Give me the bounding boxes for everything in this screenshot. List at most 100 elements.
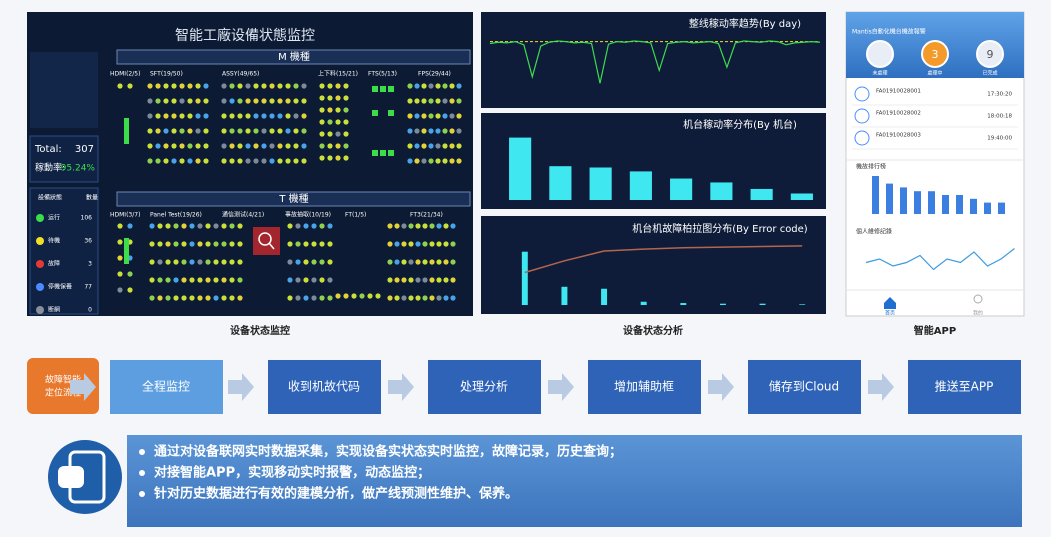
- tab-count[interactable]: 9: [987, 48, 994, 61]
- status-dot: [414, 128, 420, 134]
- status-dot: [319, 295, 325, 301]
- status-dot: [319, 143, 325, 149]
- status-dot: [428, 128, 434, 134]
- legend-label: 待機: [48, 237, 60, 245]
- status-dot: [179, 128, 185, 134]
- status-bar: [124, 118, 129, 144]
- tab-badge[interactable]: [976, 40, 1004, 68]
- status-dot: [415, 241, 421, 247]
- status-dot: [221, 143, 227, 149]
- group-label: SFT(19/50): [150, 71, 183, 78]
- status-dot: [261, 83, 267, 89]
- status-dot: [269, 98, 275, 104]
- status-dot: [343, 107, 349, 113]
- tab-count[interactable]: 3: [932, 48, 939, 61]
- nav-label[interactable]: 我的: [973, 310, 983, 317]
- status-dot: [229, 158, 235, 164]
- flow-start: [27, 358, 99, 414]
- item-time[interactable]: 19:40:00: [987, 136, 1012, 142]
- item-time[interactable]: 17:30:20: [987, 92, 1012, 98]
- status-dot: [221, 241, 227, 247]
- tab-label[interactable]: 已完成: [982, 70, 997, 77]
- group-label: HDMI(3/7): [110, 212, 140, 219]
- legend-count: 3: [88, 261, 92, 268]
- status-dot: [449, 113, 455, 119]
- status-dot: [436, 277, 442, 283]
- status-dot: [277, 83, 283, 89]
- item-time[interactable]: 18:00:18: [987, 114, 1012, 120]
- status-dot: [435, 158, 441, 164]
- legend-box: [29, 187, 99, 315]
- status-dot: [442, 158, 448, 164]
- status-dot: [285, 143, 291, 149]
- status-dot: [311, 295, 317, 301]
- status-dot: [303, 241, 309, 247]
- status-dot: [327, 277, 333, 283]
- status-dot: [443, 277, 449, 283]
- status-dot: [442, 98, 448, 104]
- tab-label[interactable]: 未處理: [872, 70, 887, 77]
- status-dot: [303, 295, 309, 301]
- status-dot: [221, 83, 227, 89]
- status-dot: [187, 98, 193, 104]
- bar: [710, 182, 733, 200]
- status-dot: [442, 113, 448, 119]
- status-dot: [253, 143, 259, 149]
- flow-step-label: 推送至APP: [935, 379, 994, 394]
- status-dot: [421, 128, 427, 134]
- status-dot: [295, 259, 301, 265]
- status-dot: [277, 143, 283, 149]
- status-dot: [422, 295, 428, 301]
- item-id[interactable]: FA01910028003: [876, 133, 921, 139]
- status-dot: [165, 295, 171, 301]
- tab-badge[interactable]: [866, 40, 894, 68]
- status-dot: [197, 277, 203, 283]
- tab-badge[interactable]: [921, 40, 949, 68]
- tab-label[interactable]: 處理中: [927, 70, 942, 77]
- status-dot: [173, 259, 179, 265]
- status-dot: [319, 155, 325, 161]
- legend-label: 故障: [48, 260, 60, 268]
- user-icon[interactable]: [973, 294, 983, 304]
- bar: [521, 251, 528, 305]
- dashboard-title: 智能工廠设備状態监控: [175, 27, 315, 44]
- status-dot: [287, 277, 293, 283]
- status-dot: [450, 295, 456, 301]
- flow-arrow: [388, 373, 414, 401]
- home-icon[interactable]: [884, 297, 896, 309]
- status-dot: [117, 287, 123, 293]
- rank-bar: [886, 183, 893, 214]
- status-dot: [181, 241, 187, 247]
- status-dot: [229, 143, 235, 149]
- status-dot: [422, 223, 428, 229]
- nav-label[interactable]: 首页: [885, 310, 895, 317]
- status-dot: [229, 98, 235, 104]
- item-id[interactable]: FA01910028001: [876, 89, 921, 95]
- status-dot: [422, 241, 428, 247]
- status-dot: [335, 143, 341, 149]
- status-dot: [335, 83, 341, 89]
- status-dot: [157, 277, 163, 283]
- legend-dot: [36, 237, 44, 245]
- flow-step-label: 收到机故代码: [288, 379, 360, 394]
- status-dot: [435, 113, 441, 119]
- status-dot: [387, 277, 393, 283]
- status-dot: [415, 259, 421, 265]
- flow-step-label: 增加辅助框: [614, 380, 674, 394]
- flow-arrow: [70, 373, 96, 401]
- status-dot: [456, 113, 462, 119]
- status-dot: [428, 83, 434, 89]
- group-label: Panel Test(19/26): [150, 212, 202, 219]
- status-dot: [408, 241, 414, 247]
- item-id[interactable]: FA01910028002: [876, 111, 921, 117]
- status-dot: [456, 158, 462, 164]
- status-dot: [343, 83, 349, 89]
- flow-arrow: [708, 373, 734, 401]
- status-dot: [449, 83, 455, 89]
- status-dot: [197, 259, 203, 265]
- status-dot: [197, 241, 203, 247]
- status-dot: [335, 131, 341, 137]
- status-dot: [237, 295, 243, 301]
- status-dot: [163, 98, 169, 104]
- caption: 设备状态分析: [623, 324, 683, 337]
